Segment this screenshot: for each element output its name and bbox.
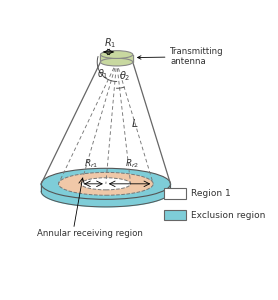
- Text: Transmitting
antenna: Transmitting antenna: [138, 47, 224, 66]
- Text: $R_{r2}$: $R_{r2}$: [125, 157, 139, 170]
- Text: Annular receiving region: Annular receiving region: [37, 229, 143, 238]
- Polygon shape: [41, 184, 170, 207]
- Text: $R_{r1}$: $R_{r1}$: [84, 157, 98, 170]
- Ellipse shape: [100, 51, 133, 58]
- Text: Region 1: Region 1: [191, 189, 231, 198]
- Bar: [164, 188, 186, 199]
- Text: $\theta_1$: $\theta_1$: [97, 67, 108, 81]
- Polygon shape: [100, 55, 133, 62]
- Bar: [164, 210, 186, 220]
- Text: $R_1$: $R_1$: [104, 36, 116, 50]
- Ellipse shape: [58, 172, 153, 195]
- Text: Exclusion region: Exclusion region: [191, 211, 265, 220]
- Text: $L$: $L$: [131, 117, 138, 129]
- Text: $\theta_2$: $\theta_2$: [120, 69, 131, 83]
- Ellipse shape: [81, 178, 131, 190]
- Ellipse shape: [41, 168, 170, 199]
- Ellipse shape: [100, 58, 133, 66]
